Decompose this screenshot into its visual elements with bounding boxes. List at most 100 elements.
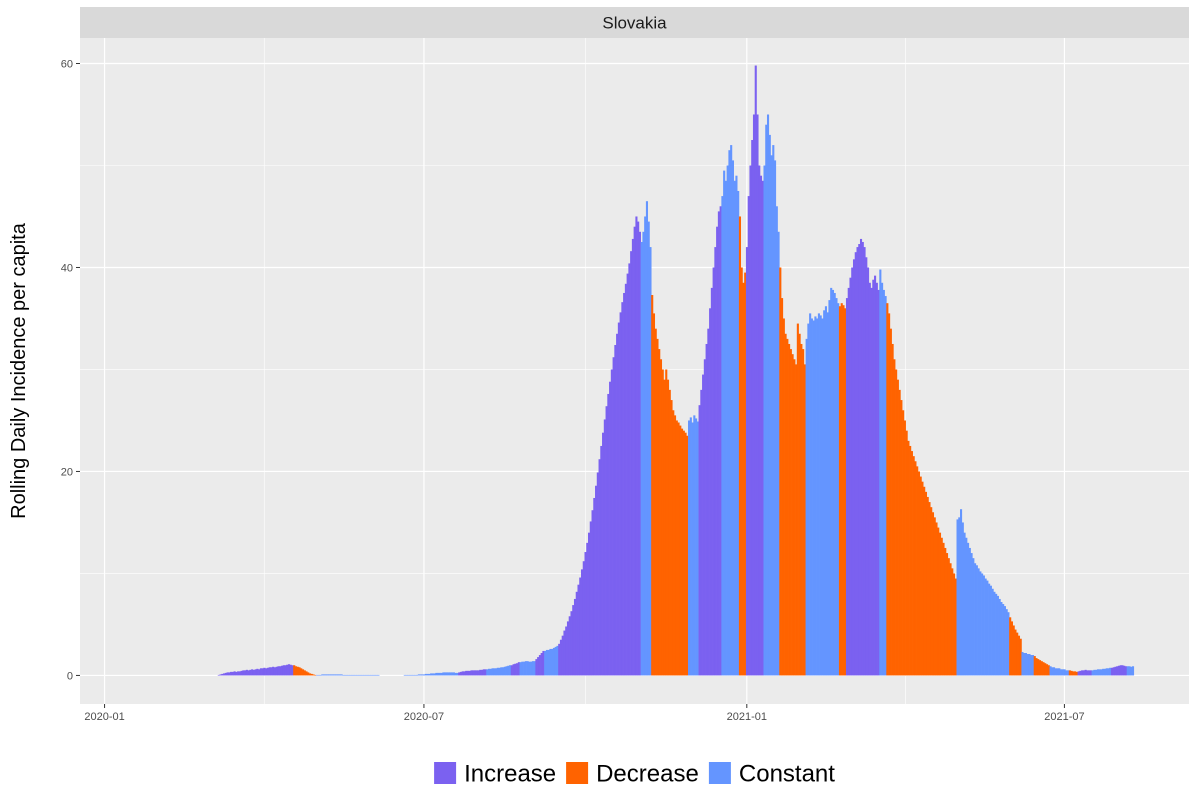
bar-increase	[244, 670, 247, 676]
bar-constant	[424, 673, 427, 676]
bar-constant	[435, 672, 438, 676]
facet-title: Slovakia	[602, 14, 667, 33]
legend: Increase Decrease Constant	[434, 761, 835, 788]
bar-increase	[759, 175, 763, 676]
bar-increase	[570, 611, 573, 676]
bar-increase	[542, 650, 545, 676]
bar-decrease	[944, 547, 947, 676]
bar-increase	[254, 669, 257, 676]
bar-increase	[747, 196, 750, 676]
bar-decrease	[919, 476, 922, 676]
bar-constant	[967, 542, 970, 676]
bar-decrease	[949, 563, 952, 676]
bar-constant	[1053, 667, 1056, 676]
bar-increase	[223, 673, 226, 676]
y-axis: 0 20 40 60	[61, 58, 80, 682]
bar-constant	[730, 145, 733, 676]
bar-constant	[1107, 668, 1110, 676]
y-tick-label: 60	[61, 58, 73, 70]
bar-constant	[347, 674, 350, 676]
bar-constant	[965, 537, 968, 676]
bar-decrease	[952, 573, 956, 676]
bar-constant	[444, 672, 447, 676]
bar-decrease	[675, 420, 678, 676]
bar-increase	[1077, 671, 1080, 676]
bar-increase	[870, 287, 873, 676]
bar-decrease	[651, 295, 654, 676]
bar-increase	[473, 670, 477, 676]
bar-constant	[373, 674, 377, 676]
bar-constant	[733, 180, 736, 676]
bar-constant	[495, 668, 498, 676]
legend-label-increase: Increase	[464, 761, 556, 788]
bar-increase	[612, 357, 615, 676]
bar-decrease	[902, 410, 905, 676]
bar-increase	[280, 665, 284, 676]
bar-constant	[330, 674, 333, 676]
bar-constant	[833, 292, 836, 676]
bar-decrease	[673, 415, 677, 676]
bar-increase	[284, 665, 287, 676]
bar-constant	[974, 563, 977, 676]
bar-constant	[774, 160, 777, 676]
bar-constant	[777, 231, 780, 676]
bar-increase	[245, 669, 248, 676]
bar-increase	[756, 114, 759, 676]
bar-increase	[605, 406, 608, 676]
bar-decrease	[895, 369, 898, 676]
legend-key-decrease	[566, 762, 589, 784]
bar-increase	[858, 244, 861, 676]
bar-decrease	[782, 318, 785, 676]
bar-constant	[410, 674, 413, 676]
bar-constant	[884, 296, 887, 676]
bar-constant	[1002, 604, 1005, 676]
bar-increase	[477, 670, 480, 676]
bar-constant	[500, 667, 503, 676]
bar-constant	[530, 661, 533, 676]
bar-increase	[849, 277, 852, 676]
bar-increase	[635, 216, 638, 676]
bar-constant	[433, 673, 436, 676]
bar-increase	[1084, 669, 1087, 676]
bar-constant	[370, 674, 373, 676]
bar-increase	[758, 165, 761, 676]
bar-constant	[1028, 654, 1031, 676]
bar-increase	[466, 670, 470, 676]
bar-constant	[544, 650, 547, 676]
bar-increase	[595, 485, 598, 676]
bar-increase	[538, 655, 541, 676]
bar-increase	[631, 238, 634, 676]
bar-increase	[217, 674, 220, 676]
bar-increase	[702, 374, 705, 676]
bar-constant	[351, 674, 354, 676]
bar-increase	[480, 669, 484, 676]
bar-increase	[582, 561, 585, 676]
bar-increase	[289, 664, 292, 676]
bar-constant	[1054, 668, 1057, 676]
y-tick-label: 40	[61, 262, 73, 274]
bar-decrease	[933, 517, 936, 676]
bar-constant	[995, 593, 998, 676]
bar-decrease	[842, 305, 845, 676]
bar-decrease	[954, 578, 957, 676]
bar-increase	[249, 669, 252, 676]
bar-decrease	[1010, 621, 1013, 676]
bar-constant	[498, 667, 501, 676]
bar-decrease	[924, 491, 928, 676]
bar-increase	[465, 670, 468, 676]
bar-increase	[575, 591, 578, 676]
bar-increase	[287, 664, 291, 676]
bar-decrease	[923, 486, 926, 676]
bar-increase	[459, 671, 462, 676]
bar-constant	[359, 674, 362, 676]
bar-constant	[1005, 609, 1008, 676]
bar-constant	[1060, 669, 1063, 676]
bar-constant	[324, 674, 327, 676]
bar-increase	[761, 180, 764, 676]
y-tick-label: 20	[61, 466, 73, 478]
bar-constant	[496, 667, 499, 676]
bar-increase	[854, 252, 857, 676]
bar-increase	[231, 671, 234, 676]
bar-decrease	[312, 674, 315, 676]
bar-constant	[828, 300, 831, 676]
